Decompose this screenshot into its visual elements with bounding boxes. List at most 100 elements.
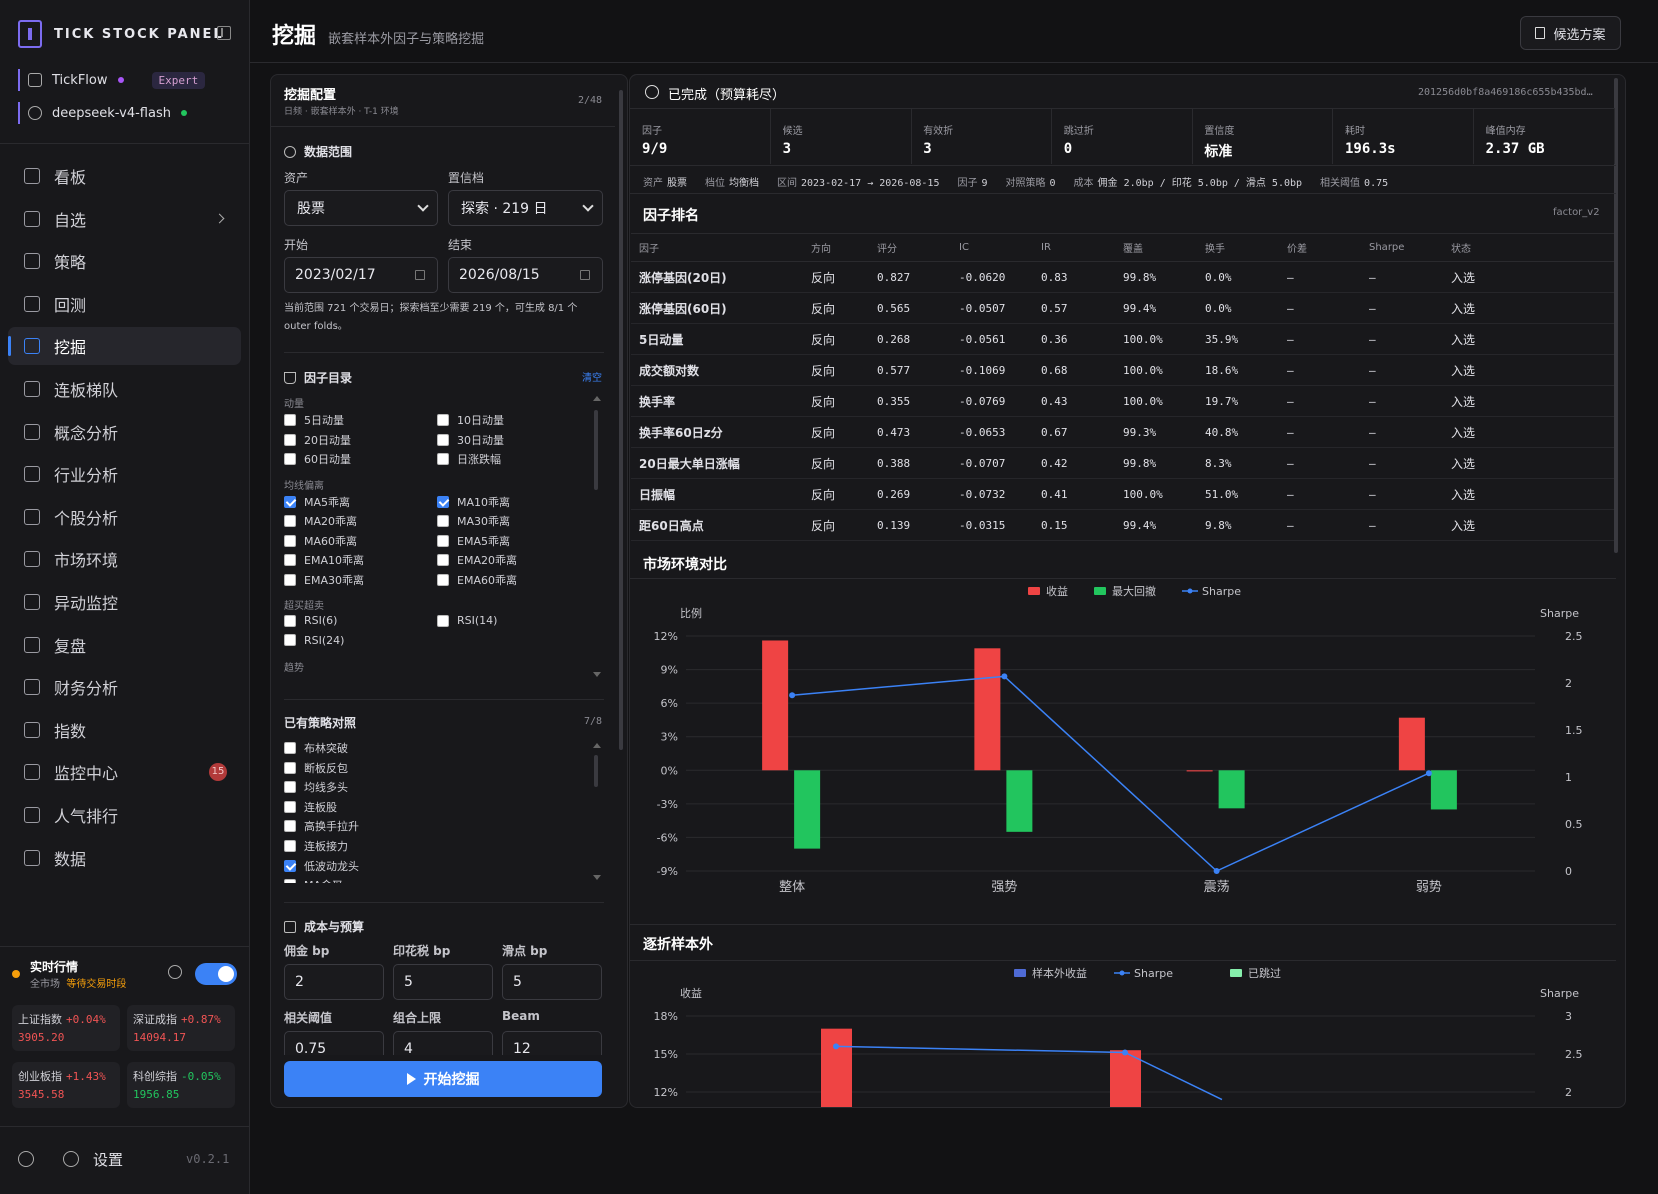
nav-item-12[interactable]: 财务分析 [8,668,241,706]
nav-item-0[interactable]: 看板 [8,157,241,195]
nav-item-8[interactable]: 个股分析 [8,498,241,536]
factor-checkbox[interactable]: 60日动量 [284,451,351,467]
factor-checkbox[interactable]: MA20乖离 [284,513,357,529]
checkbox[interactable] [284,414,296,426]
scroll-up-icon[interactable] [593,396,601,401]
factor-checkbox[interactable]: 5日动量 [284,412,344,428]
factor-checkbox[interactable]: MA10乖离 [437,494,510,510]
checkbox[interactable] [284,515,296,527]
scroll-up-icon[interactable] [593,743,601,748]
gear-icon[interactable] [63,1151,79,1167]
checkbox[interactable] [437,614,449,627]
account-model[interactable]: deepseek-v4-flash [18,102,187,124]
strategy-checkbox[interactable]: 连板接力 [284,838,348,854]
checkbox[interactable] [284,554,296,566]
checkbox[interactable] [437,453,449,465]
checkbox[interactable] [284,781,296,794]
bar-drawdown[interactable] [1006,770,1033,832]
clear-link[interactable]: 清空 [582,373,602,384]
factor-checkbox[interactable]: RSI(14) [437,614,497,627]
legend-item[interactable]: 最大回撤 [1094,584,1156,598]
table-row[interactable]: 20日最大单日涨幅 反向 0.388 -0.0707 0.42 99.8% 8.3% — — 入选 [631,448,1614,479]
bar-return[interactable] [974,648,1001,771]
sharpe-point[interactable] [1122,1049,1128,1056]
cost-input[interactable]: 5 [502,964,602,1000]
factor-checkbox[interactable]: 20日动量 [284,432,351,448]
nav-item-5[interactable]: 连板梯队 [8,370,241,408]
factor-checkbox[interactable]: EMA30乖离 [284,572,364,588]
strategy-checkbox[interactable]: 低波动龙头 [284,858,359,874]
factor-checkbox[interactable]: 日涨跌幅 [437,451,501,467]
scroll-down-icon[interactable] [593,875,601,880]
checkbox[interactable] [284,859,296,872]
checkbox[interactable] [437,573,449,586]
nav-item-1[interactable]: 自选 [8,200,241,238]
column-header[interactable]: 因子 [639,244,659,255]
account-tickflow[interactable]: TickFlow Expert [18,69,206,91]
end-date-input[interactable]: 2026/08/15 [448,257,603,293]
scroll-down-icon[interactable] [593,672,601,677]
factor-checkbox[interactable]: EMA20乖离 [437,552,517,568]
sharpe-point[interactable] [833,1043,839,1050]
checkbox[interactable] [437,433,449,446]
checkbox[interactable] [284,614,296,627]
checkbox[interactable] [284,634,296,646]
bar-oos-return[interactable] [1110,1050,1141,1107]
confidence-select[interactable]: 探索 · 219 日 [448,190,603,226]
cost-input[interactable]: 12 [502,1031,602,1055]
checkbox[interactable] [284,820,296,833]
column-header[interactable]: Sharpe [1369,242,1405,253]
start-mining-button[interactable]: 开始挖掘 [284,1061,602,1097]
nav-item-11[interactable]: 复盘 [8,626,241,664]
table-row[interactable]: 换手率 反向 0.355 -0.0769 0.43 100.0% 19.7% — — 入选 [631,386,1614,417]
checkbox[interactable] [284,495,296,508]
factor-checkbox[interactable]: RSI(24) [284,634,344,647]
table-row[interactable]: 5日动量 反向 0.268 -0.0561 0.36 100.0% 35.9% — — 入选 [631,324,1614,355]
nav-item-16[interactable]: 数据 [8,839,241,877]
bar-drawdown[interactable] [1218,770,1245,809]
nav-item-9[interactable]: 市场环境 [8,540,241,578]
strategy-checkbox[interactable]: 连板股 [284,799,337,815]
bar-return[interactable] [1398,717,1425,771]
checkbox[interactable] [284,534,296,547]
legend-item[interactable]: Sharpe [1182,585,1241,598]
factor-checkbox[interactable]: EMA10乖离 [284,552,364,568]
nav-item-15[interactable]: 人气排行 [8,796,241,834]
factor-scrollbar[interactable] [594,410,598,490]
sharpe-point[interactable] [1213,868,1220,874]
strategy-checkbox[interactable]: 布林突破 [284,740,348,756]
strategy-checkbox[interactable]: 高换手拉升 [284,818,359,834]
checkbox[interactable] [284,800,296,813]
config-scrollbar[interactable] [619,90,623,750]
nav-item-2[interactable]: 策略 [8,242,241,280]
sharpe-point[interactable] [789,692,796,699]
index-card[interactable]: 科创综指 -0.05% 1956.85 [127,1062,235,1108]
factor-checkbox[interactable]: RSI(6) [284,614,337,627]
start-date-input[interactable]: 2023/02/17 [284,257,438,293]
factor-checkbox[interactable]: 30日动量 [437,432,504,448]
column-header[interactable]: 换手 [1205,244,1225,255]
legend-item[interactable]: 样本外收益 [1014,966,1087,980]
factor-checkbox[interactable]: MA30乖离 [437,513,510,529]
cost-input[interactable]: 2 [284,964,384,1000]
legend-item[interactable]: 收益 [1028,584,1068,598]
table-row[interactable]: 涨停基因(60日) 反向 0.565 -0.0507 0.57 99.4% 0.0% — — 入选 [631,293,1614,324]
app-logo[interactable]: TICK STOCK PANEL [18,20,224,48]
sidebar-collapse-icon[interactable] [217,26,231,40]
strategy-checkbox[interactable]: 断板反包 [284,760,348,776]
checkbox[interactable] [437,495,449,508]
cost-input[interactable]: 5 [393,964,493,1000]
table-row[interactable]: 换手率60日z分 反向 0.473 -0.0653 0.67 99.3% 40.8% — — 入选 [631,417,1614,448]
bar-drawdown[interactable] [1430,770,1457,810]
bar-drawdown[interactable] [794,770,821,849]
nav-item-10[interactable]: 异动监控 [8,583,241,621]
checkbox[interactable] [437,554,449,566]
checkbox[interactable] [437,515,449,527]
index-card[interactable]: 深证成指 +0.87% 14094.17 [127,1005,235,1051]
cost-input[interactable]: 0.75 [284,1031,384,1055]
checkbox[interactable] [284,761,296,774]
results-scrollbar[interactable] [1614,78,1618,553]
column-header[interactable]: 价差 [1287,244,1307,255]
sharpe-point[interactable] [1001,673,1008,680]
cost-input[interactable]: 4 [393,1031,493,1055]
